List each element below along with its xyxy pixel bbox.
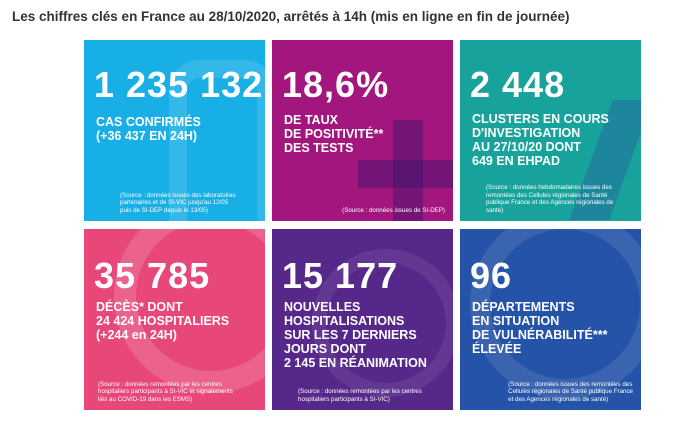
source-line: santé) [486,206,504,214]
source-line: Cellules régionales de Santé publique Fr… [508,388,633,396]
source-line: (Source : données remontées par les cent… [98,380,222,388]
source-note: (Source : données issues de SI-DEP) [342,207,445,214]
description-line: DES TESTS [284,141,354,155]
key-figure: 1 235 132 [94,64,264,105]
key-figure: 96 [470,255,513,296]
description-line: 649 EN EHPAD [472,154,560,168]
source-line: (Source : données issues des laboratoire… [120,191,236,199]
description-line: D'INVESTIGATION [472,126,581,140]
description-line: (+36 437 EN 24H) [96,129,198,143]
description-line: HOSPITALISATIONS [284,314,405,328]
decoration [169,60,265,221]
description-line: CAS CONFIRMÉS [96,115,201,129]
source-note: (Source : données remontées par les cent… [98,381,233,403]
description-line: EN SITUATION [472,314,560,328]
decoration [358,160,453,188]
description-line: DE VULNÉRABILITÉ*** [472,328,608,342]
description-line: ÉLEVÉE [472,342,522,356]
source-line: remontées des Cellules régionales de San… [486,191,608,199]
source-line: et des Agences régionales de santé) [508,395,609,403]
stat-tile: 96 DÉPARTEMENTS EN SITUATION DE VULNÉRABILI… [460,229,641,410]
description-line: AU 27/10/20 DONT [472,140,582,154]
stat-tile: 1 235 132 CAS CONFIRMÉS (+36 437 EN 24H) (S… [84,40,265,221]
description: CLUSTERS EN COURS D'INVESTIGATION AU 27/10… [472,112,609,168]
key-figure: 2 448 [470,64,566,105]
page-title: Les chiffres clés en France au 28/10/202… [12,9,570,24]
stat-tile: 2 448 CLUSTERS EN COURS D'INVESTIGATION AU … [460,40,641,221]
source-line: (Source : données hebdomadaires issues d… [486,184,612,192]
description-line: NOUVELLES [284,300,361,314]
key-figure: 15 177 [282,255,399,296]
description-line: CLUSTERS EN COURS [472,112,609,126]
description-line: DE TAUX [284,113,338,127]
source-line: (Source : données issues de SI-DEP) [342,206,445,214]
key-figure: 18,6% [282,64,390,105]
source-line: hospitaliers participants à SI-VIC) [298,395,390,403]
description: DÉPARTEMENTS EN SITUATION DE VULNÉRABILITÉ… [472,300,607,356]
stat-tile: 18,6% DE TAUX DE POSITIVITÉ** DES TESTS (Sou… [272,40,453,221]
description-line: 2 145 EN RÉANIMATION [284,356,427,370]
stat-tile: 35 785 DÉCÈS* DONT 24 424 HOSPITALIERS (+24… [84,229,265,410]
description: NOUVELLES HOSPITALISATIONS SUR LES 7 DERNI… [284,300,427,370]
key-figure: 35 785 [94,255,211,296]
source-line: publique France et des Agences régionale… [486,199,614,207]
description: DÉCÈS* DONT 24 424 HOSPITALIERS (+244 en 2… [96,300,229,342]
source-line: hospitaliers participants à SI-VIC et si… [98,388,233,396]
description-line: DÉPARTEMENTS [472,300,575,314]
description: DE TAUX DE POSITIVITÉ** DES TESTS [284,113,383,155]
source-line: (Source : données remontées par les cent… [298,388,422,396]
source-note: (Source : données issues des remontées d… [508,381,633,403]
description-line: SUR LES 7 DERNIERS [284,328,417,342]
source-line: (Source : données issues des remontées d… [508,380,633,388]
description-line: (+244 en 24H) [96,328,177,342]
description-line: 24 424 HOSPITALIERS [96,314,230,328]
source-note: (Source : données issues des laboratoire… [120,192,236,214]
source-line: partenaires et de SI-VIC jusqu'au 12/05 [120,199,229,207]
source-line: puis de SI-DEP depuis le 13/05) [120,206,208,214]
description-line: JOURS DONT [284,342,366,356]
source-note: (Source : données remontées par les cent… [298,388,422,403]
source-note: (Source : données hebdomadaires issues d… [486,184,613,214]
source-line: liés au COVID-19 dans les ESMS) [98,395,193,403]
description-line: DE POSITIVITÉ** [284,127,384,141]
description: CAS CONFIRMÉS (+36 437 EN 24H) [96,115,201,143]
decoration [393,120,423,221]
description-line: DÉCÈS* DONT [96,300,183,314]
stat-tile: 15 177 NOUVELLES HOSPITALISATIONS SUR LES 7… [272,229,453,410]
